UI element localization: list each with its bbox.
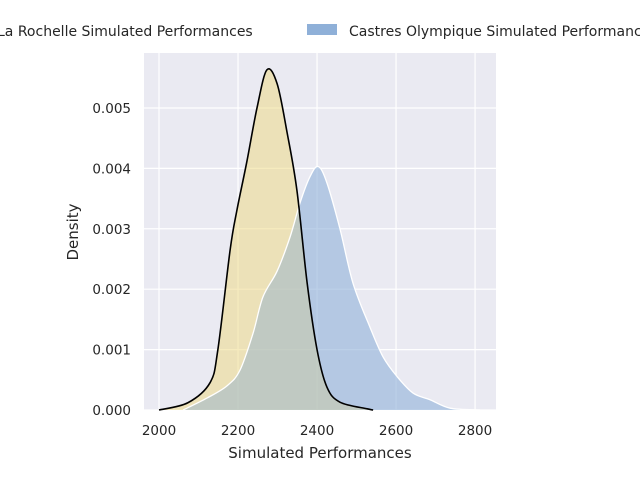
y-tick-label: 0.002	[92, 282, 131, 298]
castres-density-area	[183, 166, 481, 410]
legend-label-castres: Castres Olympique Simulated Performances	[349, 24, 640, 40]
y-tick-label: 0.001	[92, 343, 131, 359]
y-tick-label: 0.000	[92, 403, 131, 419]
x-tick-label: 2800	[458, 423, 492, 439]
castres-density-line	[182, 165, 481, 411]
y-axis-label: Density	[64, 203, 82, 260]
la-rochelle-density-area	[159, 68, 374, 411]
legend-label-la-rochelle: La Rochelle Simulated Performances	[0, 24, 253, 40]
y-tick-label: 0.003	[92, 222, 131, 238]
x-tick-label: 2400	[300, 423, 334, 439]
x-tick-label: 2600	[379, 423, 413, 439]
x-tick-labels: 2000 2200 2400 2600 2800	[142, 423, 492, 439]
x-tick-label: 2200	[221, 423, 255, 439]
x-tick-label: 2000	[142, 423, 176, 439]
y-tick-label: 0.005	[92, 101, 131, 117]
la-rochelle-density-line	[158, 68, 374, 411]
legend: La Rochelle Simulated Performances Castr…	[0, 24, 640, 40]
density-areas	[158, 68, 481, 411]
x-axis-label: Simulated Performances	[228, 444, 412, 462]
y-tick-labels: 0.000 0.001 0.002 0.003 0.004 0.005	[92, 101, 131, 419]
la-rochelle-overlap-tint	[159, 68, 374, 411]
y-tick-label: 0.004	[92, 161, 131, 177]
legend-patch-castres	[307, 24, 337, 35]
